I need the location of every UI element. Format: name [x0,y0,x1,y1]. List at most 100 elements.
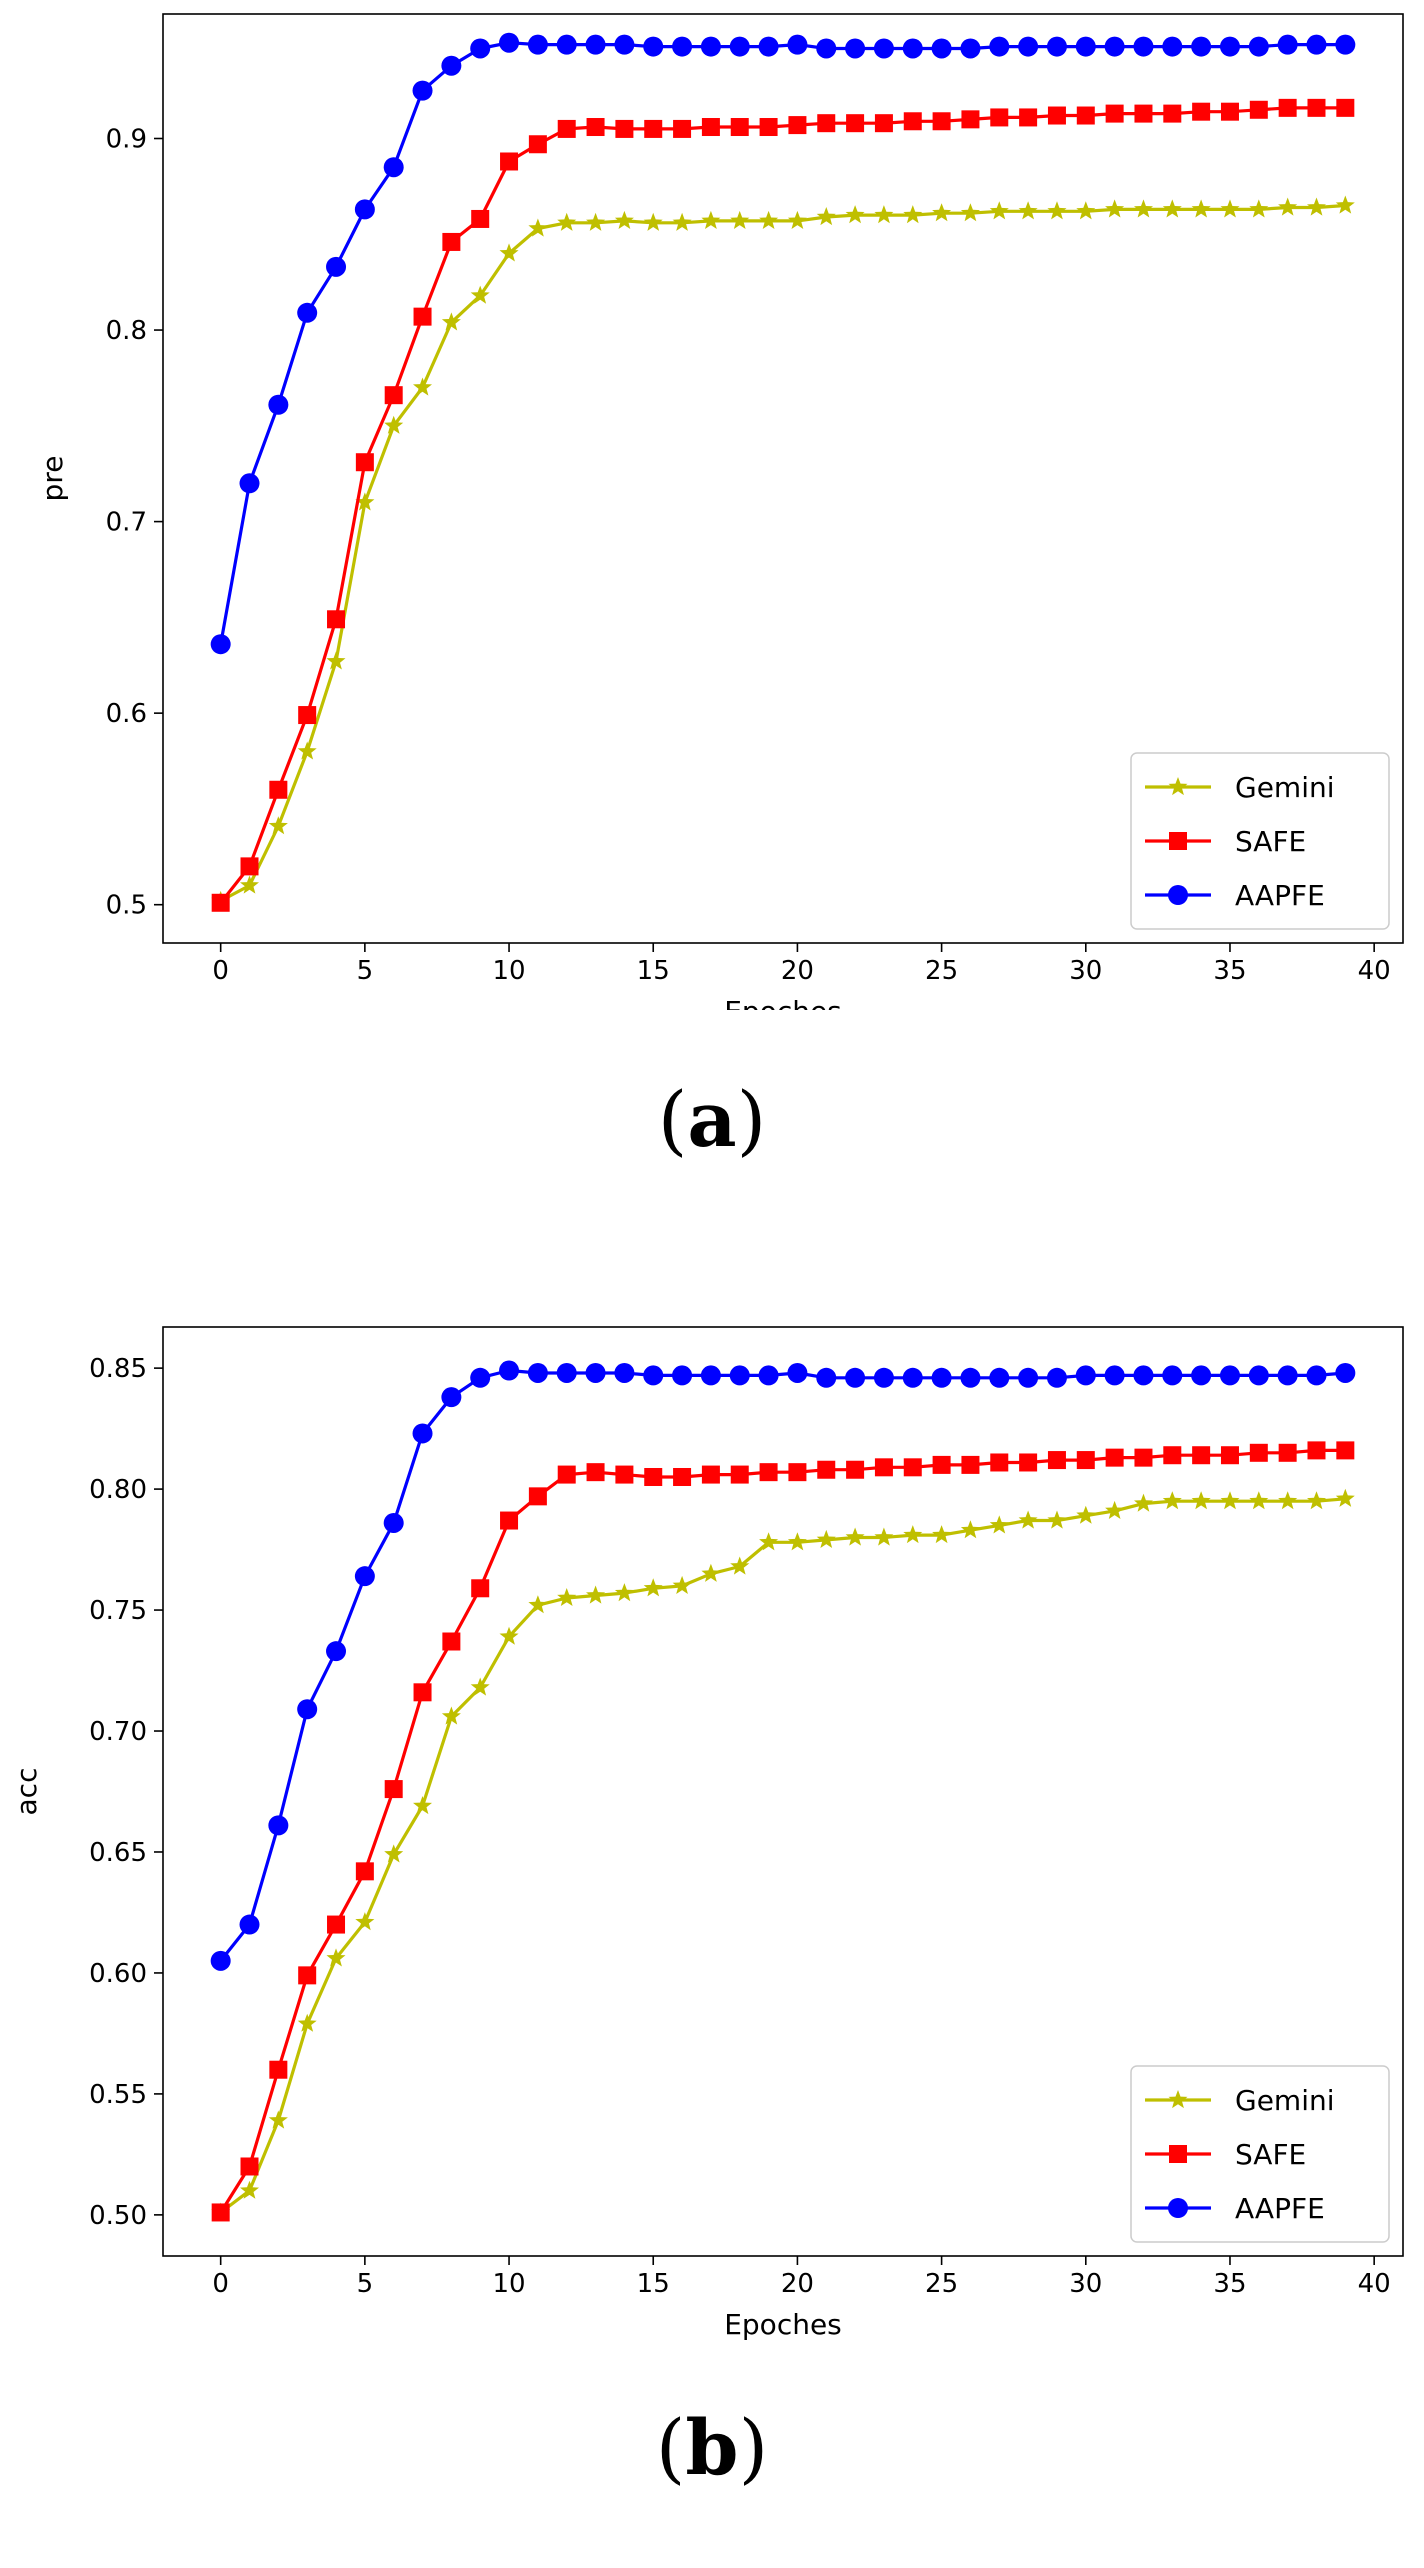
data-point-safe [874,114,893,133]
data-point-gemini [586,1585,606,1604]
data-point-safe [500,152,519,171]
data-point-gemini [1191,199,1211,218]
data-point-safe [298,1966,317,1985]
data-point-gemini [413,1796,432,1815]
data-point-safe [788,116,807,135]
data-point-aapfe [1248,1365,1269,1386]
legend-label: SAFE [1235,2138,1306,2171]
data-point-aapfe [354,199,375,220]
y-axis-label: pre [36,456,69,502]
legend-box [1130,2065,1390,2243]
data-point-aapfe [1075,36,1096,57]
data-point-safe [1047,1451,1066,1470]
data-point-gemini [1076,1505,1096,1524]
data-point-safe [730,118,749,137]
data-point-safe [817,114,836,133]
data-point-safe [1336,98,1355,117]
data-point-safe [1076,106,1095,125]
data-point-gemini [701,210,721,229]
data-point-safe [846,114,865,133]
x-tick-label: 35 [1213,956,1246,986]
data-point-gemini [470,285,490,304]
data-point-safe [211,893,230,912]
data-point-aapfe [931,38,952,59]
x-axis-label: Epoches [724,995,842,1010]
data-point-gemini [470,1677,490,1696]
data-point-gemini [1076,201,1096,220]
y-tick-label: 0.75 [89,1596,147,1626]
data-point-gemini [759,1532,779,1551]
data-point-gemini [989,201,1009,220]
data-point-safe [846,1460,865,1479]
data-point-gemini [441,312,461,331]
data-point-gemini [932,1525,952,1544]
legend-label: AAPFE [1235,879,1325,912]
data-point-safe [1163,104,1182,123]
data-point-safe [1220,1446,1239,1465]
data-point-safe [1047,106,1066,125]
series-safe [211,98,1355,912]
data-point-safe [442,232,461,251]
data-point-gemini [1220,199,1240,218]
data-point-safe [730,1465,749,1484]
series-safe [211,1441,1355,2222]
data-point-gemini [326,651,346,670]
data-point-safe [1019,1453,1038,1472]
data-point-gemini [326,1948,346,1967]
legend-marker [1169,832,1187,850]
data-point-aapfe [268,394,289,415]
legend-marker [1168,885,1188,905]
data-point-safe [557,119,576,138]
data-point-gemini [643,212,663,231]
data-point-aapfe [1306,34,1327,55]
data-point-gemini [903,1525,923,1544]
data-point-safe [903,112,922,131]
chart-panel-a: 0 5 10 15 20 25 30 35 40 0.5 0.6 0.7 0.8 0.9 Epoches pr… [0,0,1424,1250]
data-point-gemini [1249,1491,1269,1510]
data-point-safe [1192,1446,1211,1465]
legend-entry-aapfe: AAPFE [1145,879,1325,912]
data-point-gemini [730,1556,750,1575]
data-point-aapfe [787,1362,808,1383]
pre-chart: 0 5 10 15 20 25 30 35 40 0.5 0.6 0.7 0.8 0.9 Epoches pr… [36,13,1404,1028]
data-point-gemini [1134,199,1153,218]
data-point-safe [1249,100,1268,119]
series-line-safe [219,1448,1346,2214]
x-tick-label: 15 [637,956,670,986]
data-point-aapfe [989,1367,1010,1388]
data-point-safe [471,209,490,228]
data-point-gemini [1105,199,1125,218]
data-point-safe [327,1915,346,1934]
data-point-aapfe [873,1367,894,1388]
data-point-safe [961,110,980,129]
y-tick-label: 0.8 [106,316,147,346]
x-tick-label: 15 [637,2269,670,2299]
data-point-safe [384,1780,403,1799]
data-point-safe [269,780,288,799]
x-tick-label: 0 [212,956,229,986]
data-point-aapfe [614,1362,635,1383]
data-point-gemini [672,1575,692,1594]
x-tick-label: 10 [492,956,525,986]
data-point-gemini [586,212,606,231]
data-point-safe [240,2157,259,2176]
data-point-aapfe [1162,1365,1183,1386]
data-point-aapfe [1104,36,1125,57]
data-point-gemini [297,2013,317,2032]
x-tick-label: 30 [1069,2269,1102,2299]
x-tick-label: 20 [781,956,814,986]
data-point-aapfe [297,302,318,323]
data-point-aapfe [1104,1365,1125,1386]
data-point-aapfe [1075,1365,1096,1386]
data-point-aapfe [1335,1362,1356,1383]
data-point-gemini [614,1583,634,1602]
data-point-aapfe [643,36,664,57]
data-point-aapfe [700,1365,721,1386]
data-point-safe [586,118,605,137]
data-point-safe [1163,1446,1182,1465]
series-line-gemini [219,203,1346,903]
data-point-gemini [240,2180,259,2199]
data-point-aapfe [672,36,693,57]
data-point-safe [1307,1441,1326,1460]
data-point-gemini [1335,195,1355,214]
